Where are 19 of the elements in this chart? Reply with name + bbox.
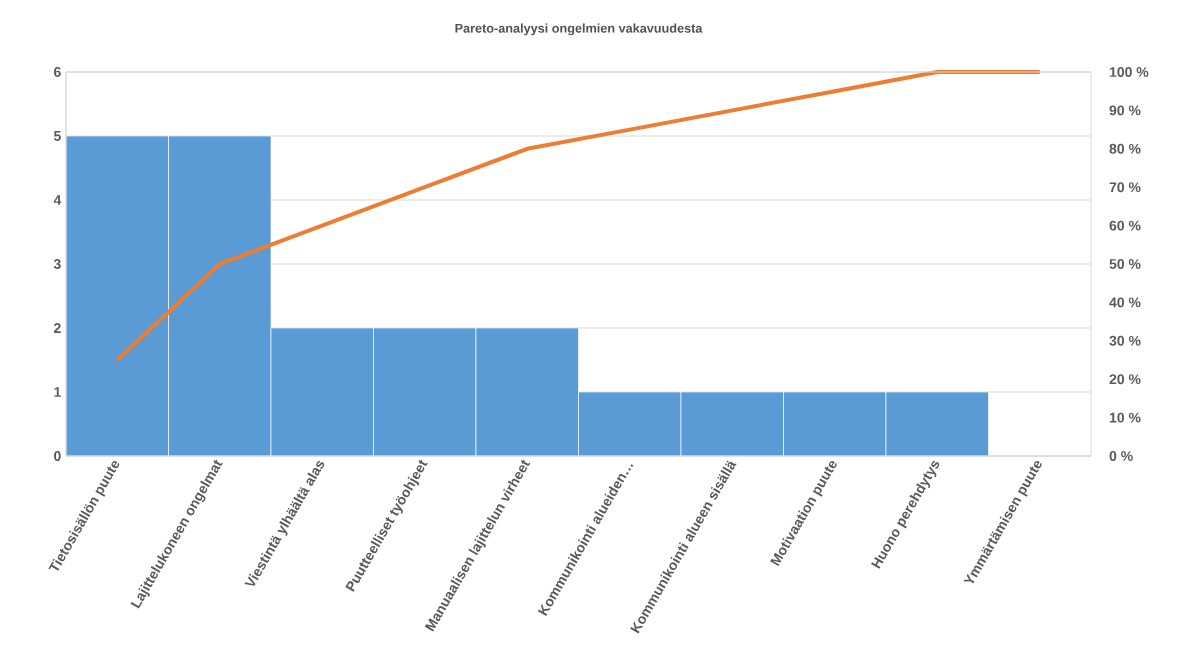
chart-title: Pareto-analyysi ongelmien vakavuudesta — [455, 23, 703, 36]
y2-tick-label: 70 % — [1109, 182, 1141, 193]
y2-tick-label: 60 % — [1109, 220, 1141, 231]
y-tick-label: 6 — [54, 67, 61, 77]
y-tick-label: 5 — [53, 131, 61, 141]
y2-tick-label: 0 % — [1109, 451, 1133, 461]
y2-tick-label: 100 % — [1109, 67, 1149, 77]
y-tick-label: 0 — [54, 451, 61, 461]
y2-tick-label: 50 % — [1109, 259, 1141, 269]
y-tick-label: 3 — [53, 259, 61, 269]
y-tick-label: 2 — [54, 323, 61, 333]
y2-tick-label: 10 % — [1109, 412, 1141, 423]
y-tick-label: 1 — [54, 387, 61, 397]
y2-tick-label: 90 % — [1109, 105, 1141, 116]
y2-tick-label: 40 % — [1109, 297, 1141, 308]
y2-tick-label: 30 % — [1109, 335, 1141, 346]
y2-tick-label: 80 % — [1109, 143, 1141, 154]
y-tick-label: 4 — [53, 195, 62, 205]
y2-tick-label: 20 % — [1109, 374, 1141, 385]
